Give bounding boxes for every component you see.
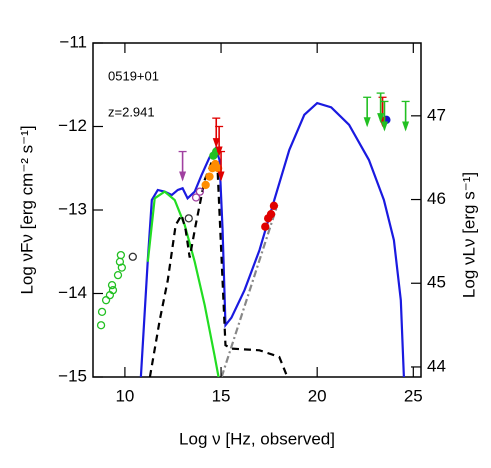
model-curve xyxy=(220,204,279,377)
upper-limit-head xyxy=(380,121,388,132)
y2-tick-label: 44 xyxy=(427,356,446,375)
y2-tick-label: 45 xyxy=(427,273,446,292)
upper-limit xyxy=(178,150,187,182)
x-tick-label: 25 xyxy=(404,386,423,405)
y-tick-label: −13 xyxy=(58,199,87,218)
plot-frame xyxy=(92,42,422,378)
data-point xyxy=(195,187,205,196)
data-point xyxy=(107,280,117,290)
upper-limit-head xyxy=(363,117,371,128)
upper-limit-head xyxy=(179,171,187,182)
data-point xyxy=(117,263,126,272)
model-curve xyxy=(139,101,405,377)
y2-axis-label: Log νLν [erg s⁻¹] xyxy=(459,172,478,298)
y-axis-label: Log νFν [erg cm⁻² s⁻¹] xyxy=(17,125,36,294)
data-point xyxy=(113,270,123,280)
y2-tick-label: 46 xyxy=(427,189,446,208)
y-tick-label: −14 xyxy=(58,283,87,302)
data-point xyxy=(269,201,279,210)
data-point xyxy=(97,307,107,317)
upper-limit-head xyxy=(377,113,385,124)
data-point xyxy=(191,193,201,202)
model-curve xyxy=(146,190,220,377)
upper-limit xyxy=(401,100,410,132)
x-tick-label: 20 xyxy=(308,386,327,405)
x-axis-label: Log ν [Hz, observed] xyxy=(179,429,335,448)
upper-limit xyxy=(376,92,385,124)
upper-limit xyxy=(217,150,226,182)
y-tick-label: −15 xyxy=(58,366,87,385)
annotation: z=2.941 xyxy=(108,104,155,119)
data-point xyxy=(261,222,270,231)
data-point xyxy=(108,286,118,295)
y-tick-label: −12 xyxy=(58,116,87,135)
data-point xyxy=(205,172,214,181)
x-tick-label: 15 xyxy=(212,386,231,405)
upper-limit xyxy=(363,96,372,128)
upper-limit xyxy=(380,100,389,132)
data-point xyxy=(266,210,276,219)
y-tick-label: −11 xyxy=(59,32,87,51)
data-point xyxy=(128,252,137,261)
upper-limit-head xyxy=(402,121,410,132)
data-point xyxy=(201,180,210,190)
data-point xyxy=(116,250,126,260)
plot-area xyxy=(96,92,410,377)
annotation: 0519+01 xyxy=(108,68,159,83)
data-point xyxy=(96,321,106,330)
upper-limit xyxy=(212,117,221,149)
x-tick-label: 10 xyxy=(115,386,134,405)
data-point xyxy=(184,214,193,223)
upper-limit-head xyxy=(212,138,220,149)
upper-limit-head xyxy=(217,171,225,182)
y2-tick-label: 47 xyxy=(427,105,446,124)
model-curve xyxy=(148,157,289,377)
